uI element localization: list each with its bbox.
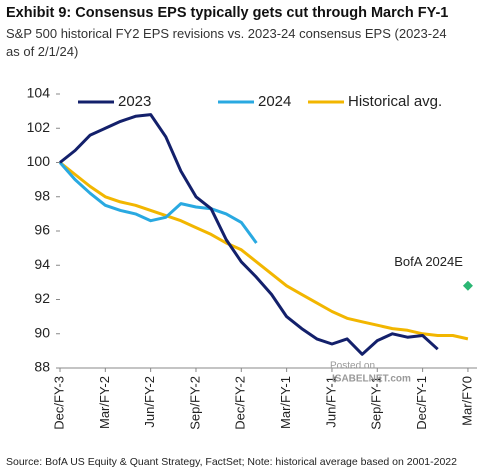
- y-tick-label: 88: [34, 359, 50, 375]
- source-note: Source: BofA US Equity & Quant Strategy,…: [6, 456, 457, 468]
- legend-label: Historical avg.: [348, 93, 442, 110]
- legend-label: 2024: [258, 93, 291, 110]
- y-tick-label: 98: [34, 187, 50, 203]
- x-tick-label: Dec/FY-2: [233, 376, 248, 430]
- y-tick-label: 102: [27, 119, 51, 135]
- series-line: [59, 113, 439, 356]
- y-tick-label: 92: [34, 290, 50, 306]
- x-tick-label: Jun/FY-1: [323, 376, 338, 428]
- x-tick-label: Mar/FY0: [459, 376, 474, 426]
- chart-subtitle: S&P 500 historical FY2 EPS revisions vs.…: [6, 26, 447, 59]
- watermark: Posted on: [330, 361, 375, 372]
- estimate-label: BofA 2024E: [394, 254, 463, 269]
- x-tick-label: Dec/FY-1: [414, 376, 429, 430]
- x-tick-label: Mar/FY-1: [278, 376, 293, 429]
- y-tick-label: 104: [27, 85, 51, 101]
- x-tick-label: Mar/FY-2: [97, 376, 112, 429]
- series-line: [58, 161, 258, 244]
- y-tick-label: 94: [34, 256, 50, 272]
- y-tick-label: 100: [27, 153, 51, 169]
- x-tick-label: Jun/FY-2: [142, 376, 157, 428]
- x-tick-label: Sep/FY-2: [187, 376, 202, 430]
- estimate-marker: [462, 280, 473, 291]
- x-tick-label: Dec/FY-3: [51, 376, 66, 430]
- y-tick-label: 96: [34, 222, 50, 238]
- chart-title: Exhibit 9: Consensus EPS typically gets …: [6, 5, 448, 21]
- series-line: [59, 161, 469, 341]
- watermark: ISABELNET.com: [332, 374, 411, 385]
- y-tick-label: 90: [34, 324, 50, 340]
- legend-label: 2023: [118, 93, 151, 110]
- x-tick-label: Sep/FY-1: [369, 376, 384, 430]
